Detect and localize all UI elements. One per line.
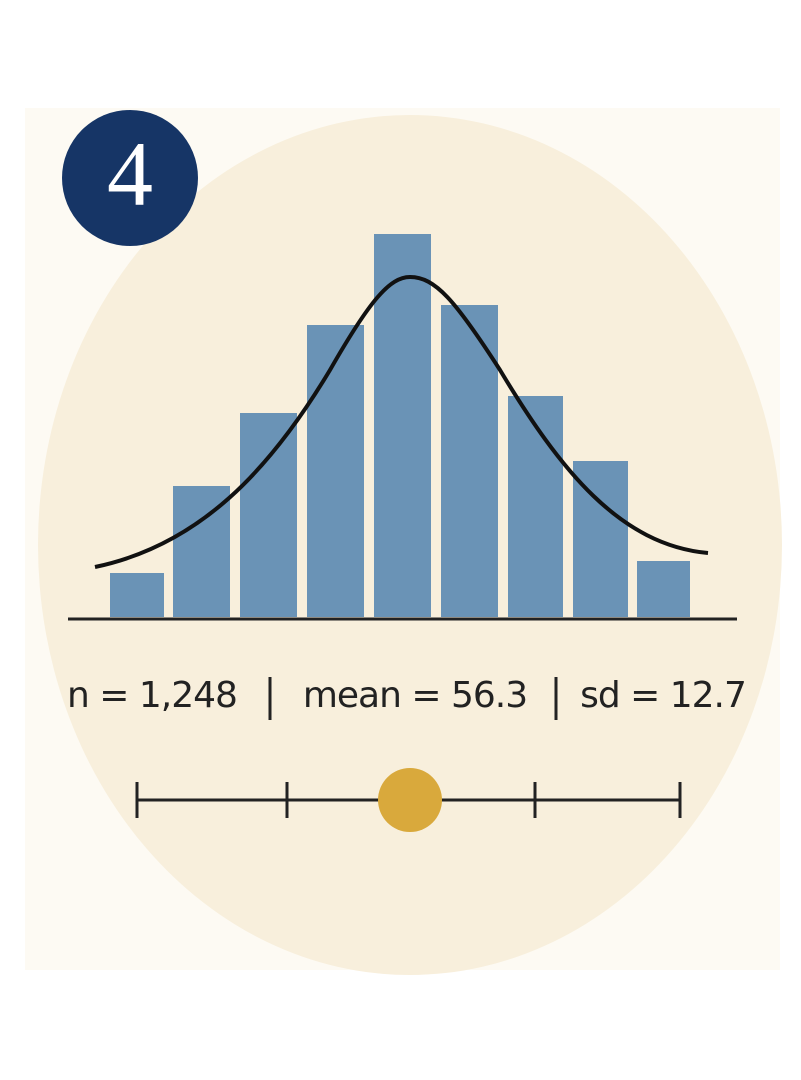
stat-mean: mean = 56.3 bbox=[303, 675, 527, 716]
bell-curve bbox=[94, 274, 709, 569]
badge bbox=[62, 110, 198, 246]
bar bbox=[637, 561, 690, 617]
bar bbox=[110, 573, 164, 617]
bar bbox=[240, 413, 297, 617]
bar bbox=[441, 305, 498, 617]
bar bbox=[508, 396, 563, 617]
scale-marker bbox=[378, 768, 442, 832]
bar bbox=[307, 325, 364, 617]
stat-sd: sd = 12.7 bbox=[580, 675, 746, 716]
bar bbox=[374, 234, 431, 617]
stat-n: n = 1,248 bbox=[67, 675, 237, 716]
badge-number: 4 bbox=[107, 123, 153, 225]
